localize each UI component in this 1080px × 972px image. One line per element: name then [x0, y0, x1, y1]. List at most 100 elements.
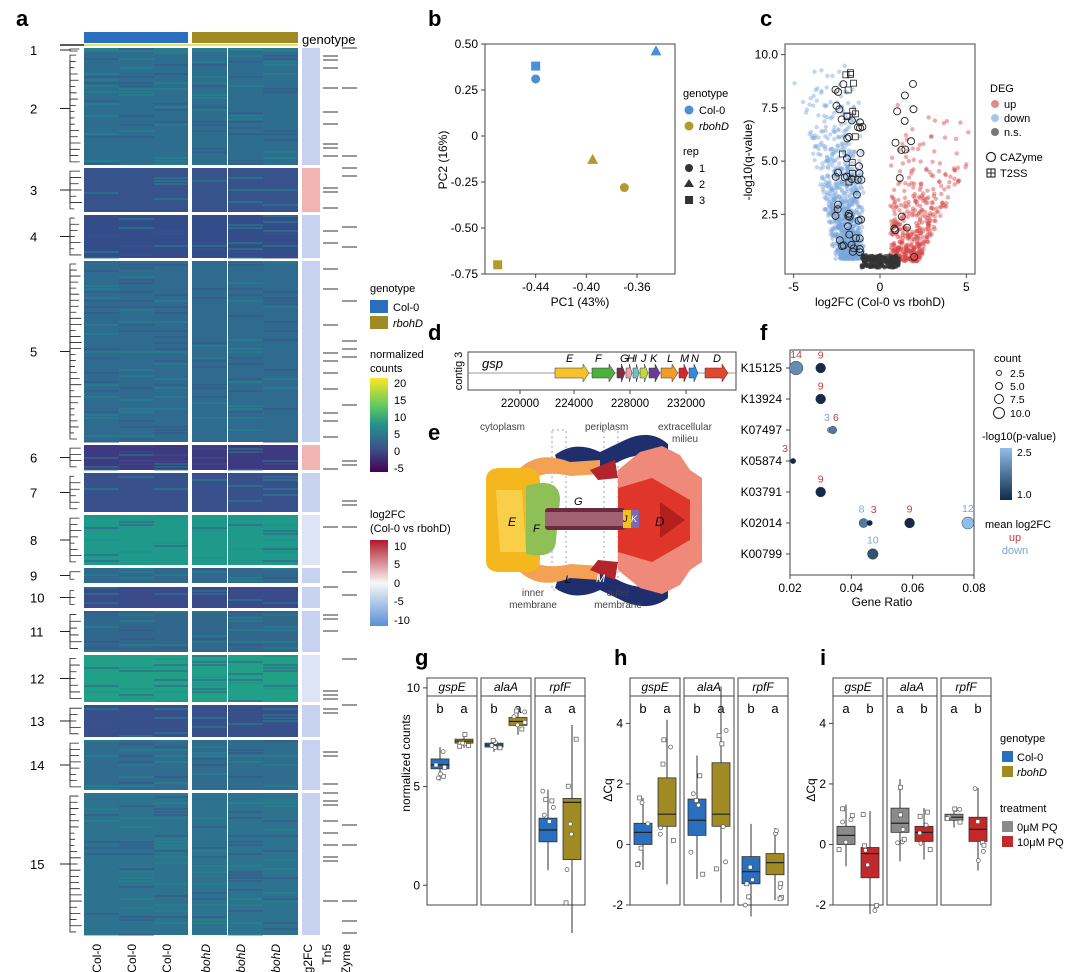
volcano-point-down [825, 164, 831, 169]
volcano-point-down [829, 201, 834, 207]
heatmap-texture [84, 136, 119, 138]
volcano-point-down [838, 196, 844, 201]
volcano-point-down [845, 198, 850, 203]
volcano-cazyme [900, 91, 909, 100]
volcano-point-down [855, 255, 861, 260]
box-gene-label: gspE [844, 680, 872, 694]
heatmap-texture [154, 802, 189, 804]
volcano-point-down [856, 256, 861, 261]
heatmap-cell [228, 261, 263, 442]
volcano-point-up [916, 194, 922, 199]
heatmap-texture [228, 381, 263, 383]
column-label: Col-0 [125, 944, 139, 972]
dendro-leaf [69, 678, 79, 686]
volcano-point-down [835, 232, 840, 238]
box-point [573, 736, 579, 742]
box-point [700, 871, 706, 877]
volcano-point-down [860, 243, 865, 248]
box-point [716, 733, 722, 738]
volcano-point-down [830, 233, 835, 238]
volcano-point-down [833, 256, 838, 261]
heatmap-texture [192, 898, 227, 900]
volcano-point-up [964, 162, 969, 167]
volcano-point-down [849, 255, 854, 260]
heatmap-texture [228, 752, 263, 754]
volcano-point-down [842, 254, 848, 260]
volcano-point-down [827, 204, 832, 209]
volcano-point-up [925, 239, 931, 245]
box-point [860, 812, 866, 817]
volcano-point-up [899, 216, 904, 221]
volcano-cazyme [907, 137, 916, 146]
volcano-point-up [966, 130, 971, 135]
f-point-label: 12 [962, 503, 974, 515]
box-point [981, 842, 987, 848]
gene-label: F [595, 353, 603, 365]
volcano-point-up [901, 249, 906, 255]
box-point [645, 821, 651, 827]
heatmap-texture [263, 378, 298, 380]
heatmap-cell [154, 587, 189, 608]
heatmap-texture [228, 85, 263, 87]
box-point [658, 825, 663, 831]
volcano-point-up [919, 250, 925, 256]
volcano-point-up [903, 248, 908, 254]
f-point [828, 426, 837, 434]
volcano-point-down [848, 202, 853, 207]
heatmap-texture [119, 571, 154, 573]
heatmap-texture [154, 793, 189, 795]
volcano-point-up [910, 206, 916, 211]
heatmap-texture [84, 691, 119, 693]
heatmap-cell [228, 445, 263, 470]
heatmap-cell [119, 473, 154, 512]
heatmap-texture [84, 808, 119, 810]
volcano-point-down [811, 103, 816, 108]
volcano-point-down [854, 201, 860, 207]
f-point-label: 6 [833, 412, 839, 424]
heatmap-cell [192, 655, 227, 702]
volcano-point-down [841, 182, 847, 187]
f-row-label: K07497 [741, 423, 783, 437]
volcano-point-down [840, 249, 846, 255]
box-point [466, 743, 471, 748]
heatmap-texture [192, 357, 227, 359]
volcano-point-down [828, 189, 833, 194]
heatmap-texture [119, 782, 154, 784]
heatmap-texture [119, 717, 154, 719]
volcano-point-down [831, 191, 837, 196]
heatmap-cell [228, 568, 263, 583]
heatmap-texture [154, 700, 189, 702]
volcano-point-up [911, 249, 917, 254]
f-point-label: 9 [818, 474, 824, 486]
volcano-point-down [831, 128, 836, 133]
box-gene-label: alaA [697, 680, 721, 694]
volcano-point-up [909, 257, 914, 263]
volcano-point-down [855, 227, 860, 233]
heatmap-texture [119, 521, 154, 523]
volcano-point-down [828, 220, 834, 225]
volcano-point-up [926, 195, 931, 200]
box-point [522, 719, 528, 725]
volcano-point-up [912, 195, 917, 200]
heatmap-texture [119, 300, 154, 302]
log2fc-cell [302, 740, 320, 790]
box-point [547, 819, 552, 824]
count-legend-label: 10.0 [1010, 408, 1031, 420]
heatmap-texture [119, 749, 154, 751]
heatmap-texture [154, 811, 189, 813]
volcano-point-up [896, 197, 901, 203]
box-point [637, 795, 642, 801]
sig-letter: b [920, 701, 927, 716]
heatmap-texture [192, 593, 227, 595]
heatmap-cell [84, 705, 119, 737]
gene-arrow [660, 363, 679, 383]
heatmap-texture [228, 488, 263, 490]
cluster-label: 6 [30, 451, 37, 466]
volcano-point-up [947, 179, 952, 185]
volcano-point-up [909, 168, 914, 174]
volcano-point-down [842, 196, 848, 202]
heatmap-texture [154, 835, 189, 837]
heatmap-texture [84, 312, 119, 314]
heatmap-texture [119, 460, 154, 462]
dendro-leaf [69, 351, 76, 361]
